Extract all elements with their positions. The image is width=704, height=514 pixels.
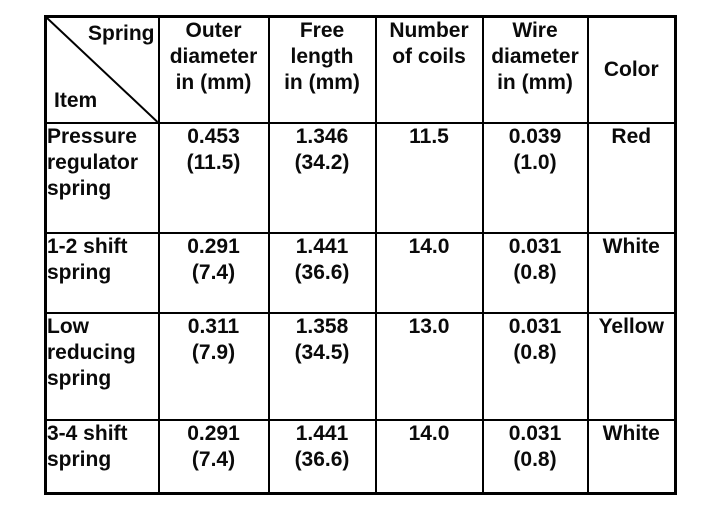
color-cell: Yellow xyxy=(586,312,677,421)
col-header-color: Color xyxy=(586,15,677,124)
table-row-3-4-shift-spring: 3-4 shift spring 0.291 (7.4) 1.441 (36.6… xyxy=(44,419,677,494)
corner-cell-spring-item: Spring Item xyxy=(44,15,160,124)
color-cell: Red xyxy=(586,122,677,234)
number-of-coils-cell: 11.5 xyxy=(374,122,484,234)
free-length-cell: 1.358 (34.5) xyxy=(267,312,377,421)
number-of-coils-cell: 13.0 xyxy=(374,312,484,421)
item-cell: Pressure regulator spring xyxy=(44,122,160,234)
corner-label-spring: Spring xyxy=(88,22,155,45)
wire-diameter-cell: 0.031 (0.8) xyxy=(481,232,589,314)
col-header-wire-diameter: Wire diameter in (mm) xyxy=(481,15,589,124)
outer-diameter-cell: 0.311 (7.9) xyxy=(157,312,270,421)
outer-diameter-cell: 0.453 (11.5) xyxy=(157,122,270,234)
item-cell: 3-4 shift spring xyxy=(44,419,160,494)
col-header-outer-diameter: Outer diameter in (mm) xyxy=(157,15,270,124)
col-header-number-of-coils: Number of coils xyxy=(374,15,484,124)
item-cell: Low reducing spring xyxy=(44,312,160,421)
color-cell: White xyxy=(586,232,677,314)
free-length-cell: 1.346 (34.2) xyxy=(267,122,377,234)
free-length-cell: 1.441 (36.6) xyxy=(267,419,377,494)
outer-diameter-cell: 0.291 (7.4) xyxy=(157,419,270,494)
color-cell: White xyxy=(586,419,677,494)
wire-diameter-cell: 0.031 (0.8) xyxy=(481,419,589,494)
table-row-pressure-regulator-spring: Pressure regulator spring 0.453 (11.5) 1… xyxy=(44,122,677,234)
wire-diameter-cell: 0.031 (0.8) xyxy=(481,312,589,421)
number-of-coils-cell: 14.0 xyxy=(374,232,484,314)
corner-label-item: Item xyxy=(54,89,98,112)
diagonal-divider-line xyxy=(47,18,158,122)
table-row-low-reducing-spring: Low reducing spring 0.311 (7.9) 1.358 (3… xyxy=(44,312,677,421)
free-length-cell: 1.441 (36.6) xyxy=(267,232,377,314)
wire-diameter-cell: 0.039 (1.0) xyxy=(481,122,589,234)
spring-spec-table: Spring Item Outer diameter in (mm) Free … xyxy=(44,15,677,495)
outer-diameter-cell: 0.291 (7.4) xyxy=(157,232,270,314)
item-cell: 1-2 shift spring xyxy=(44,232,160,314)
table-row-1-2-shift-spring: 1-2 shift spring 0.291 (7.4) 1.441 (36.6… xyxy=(44,232,677,314)
header-row: Spring Item Outer diameter in (mm) Free … xyxy=(44,15,677,124)
col-header-free-length: Free length in (mm) xyxy=(267,15,377,124)
number-of-coils-cell: 14.0 xyxy=(374,419,484,494)
